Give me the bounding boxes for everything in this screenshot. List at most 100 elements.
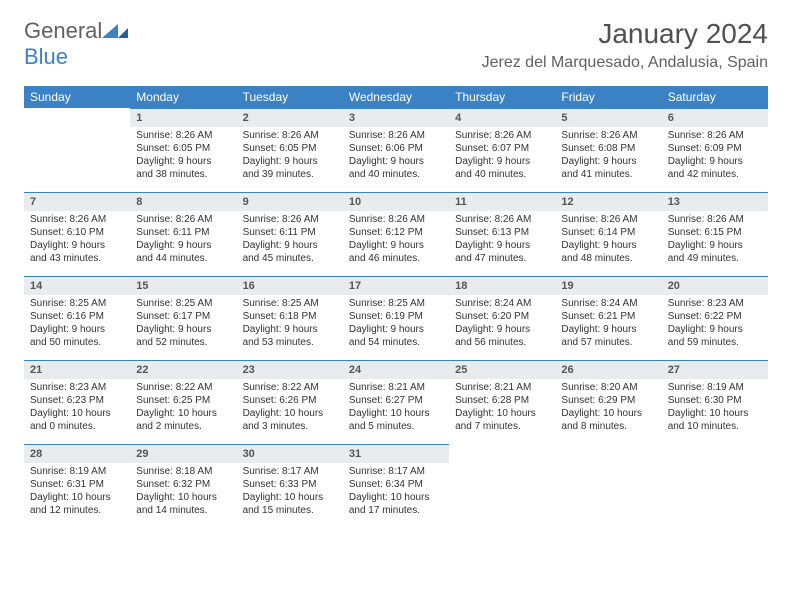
calendar-cell: 6Sunrise: 8:26 AMSunset: 6:09 PMDaylight… [662, 108, 768, 192]
day-content: Sunrise: 8:26 AMSunset: 6:09 PMDaylight:… [662, 127, 768, 185]
day-number: 10 [343, 192, 449, 211]
sunrise-text: Sunrise: 8:20 AM [561, 381, 655, 394]
day-content: Sunrise: 8:23 AMSunset: 6:22 PMDaylight:… [662, 295, 768, 353]
sunset-text: Sunset: 6:05 PM [136, 142, 230, 155]
daylight-text: Daylight: 9 hours and 45 minutes. [243, 239, 337, 265]
daylight-text: Daylight: 10 hours and 14 minutes. [136, 491, 230, 517]
calendar-cell: 24Sunrise: 8:21 AMSunset: 6:27 PMDayligh… [343, 360, 449, 444]
calendar-cell: 28Sunrise: 8:19 AMSunset: 6:31 PMDayligh… [24, 444, 130, 528]
calendar-table: SundayMondayTuesdayWednesdayThursdayFrid… [24, 86, 768, 528]
sunrise-text: Sunrise: 8:18 AM [136, 465, 230, 478]
daylight-text: Daylight: 10 hours and 12 minutes. [30, 491, 124, 517]
sunrise-text: Sunrise: 8:23 AM [668, 297, 762, 310]
sunrise-text: Sunrise: 8:26 AM [455, 129, 549, 142]
daylight-text: Daylight: 10 hours and 3 minutes. [243, 407, 337, 433]
day-number: 19 [555, 276, 661, 295]
sunrise-text: Sunrise: 8:26 AM [243, 213, 337, 226]
sunset-text: Sunset: 6:32 PM [136, 478, 230, 491]
day-content: Sunrise: 8:26 AMSunset: 6:12 PMDaylight:… [343, 211, 449, 269]
day-content: Sunrise: 8:24 AMSunset: 6:20 PMDaylight:… [449, 295, 555, 353]
day-number: 26 [555, 360, 661, 379]
calendar-cell: 16Sunrise: 8:25 AMSunset: 6:18 PMDayligh… [237, 276, 343, 360]
sunrise-text: Sunrise: 8:26 AM [243, 129, 337, 142]
day-number: 5 [555, 108, 661, 127]
calendar-cell: 31Sunrise: 8:17 AMSunset: 6:34 PMDayligh… [343, 444, 449, 528]
day-number: 8 [130, 192, 236, 211]
day-number: 15 [130, 276, 236, 295]
daylight-text: Daylight: 9 hours and 48 minutes. [561, 239, 655, 265]
day-number: 22 [130, 360, 236, 379]
day-number: 14 [24, 276, 130, 295]
calendar-cell: 19 Sunrise: 8:24 AMSunset: 6:21 PMDayligh… [555, 276, 661, 360]
calendar-cell: 18Sunrise: 8:24 AMSunset: 6:20 PMDayligh… [449, 276, 555, 360]
header: GeneralBlue January 2024 Jerez del Marqu… [24, 18, 768, 72]
sunrise-text: Sunrise: 8:26 AM [136, 213, 230, 226]
day-content: Sunrise: 8:26 AMSunset: 6:15 PMDaylight:… [662, 211, 768, 269]
calendar-cell: 29 Sunrise: 8:18 AMSunset: 6:32 PMDayligh… [130, 444, 236, 528]
day-content: Sunrise: 8:23 AMSunset: 6:23 PMDaylight:… [24, 379, 130, 437]
sunrise-text: Sunrise: 8:19 AM [668, 381, 762, 394]
sunrise-text: Sunrise: 8:26 AM [136, 129, 230, 142]
sunset-text: Sunset: 6:23 PM [30, 394, 124, 407]
daylight-text: Daylight: 9 hours and 46 minutes. [349, 239, 443, 265]
daylight-text: Daylight: 9 hours and 54 minutes. [349, 323, 443, 349]
day-content: Sunrise: 8:20 AMSunset: 6:29 PMDaylight:… [555, 379, 661, 437]
day-content: Sunrise: 8:25 AMSunset: 6:19 PMDaylight:… [343, 295, 449, 353]
calendar-cell: 4Sunrise: 8:26 AMSunset: 6:07 PMDaylight… [449, 108, 555, 192]
day-number: 29 [130, 444, 236, 463]
sunrise-text: Sunrise: 8:26 AM [349, 129, 443, 142]
calendar-cell [662, 444, 768, 528]
sunset-text: Sunset: 6:33 PM [243, 478, 337, 491]
day-content: Sunrise: 8:21 AMSunset: 6:27 PMDaylight:… [343, 379, 449, 437]
daylight-text: Daylight: 9 hours and 43 minutes. [30, 239, 124, 265]
sunrise-text: Sunrise: 8:25 AM [243, 297, 337, 310]
calendar-cell [555, 444, 661, 528]
calendar-cell: 1Sunrise: 8:26 AMSunset: 6:05 PMDaylight… [130, 108, 236, 192]
day-content: Sunrise: 8:19 AMSunset: 6:31 PMDaylight:… [24, 463, 130, 521]
day-content: Sunrise: 8:26 AMSunset: 6:05 PMDaylight:… [237, 127, 343, 185]
sunset-text: Sunset: 6:11 PM [136, 226, 230, 239]
title-block: January 2024 Jerez del Marquesado, Andal… [482, 18, 768, 72]
sunrise-text: Sunrise: 8:21 AM [349, 381, 443, 394]
daylight-text: Daylight: 9 hours and 38 minutes. [136, 155, 230, 181]
sunrise-text: Sunrise: 8:24 AM [455, 297, 549, 310]
daylight-text: Daylight: 10 hours and 0 minutes. [30, 407, 124, 433]
day-number: 25 [449, 360, 555, 379]
sunrise-text: Sunrise: 8:24 AM [561, 297, 655, 310]
day-header: Friday [555, 86, 661, 108]
calendar-cell: 30Sunrise: 8:17 AMSunset: 6:33 PMDayligh… [237, 444, 343, 528]
day-number: 31 [343, 444, 449, 463]
day-number: 13 [662, 192, 768, 211]
daylight-text: Daylight: 9 hours and 57 minutes. [561, 323, 655, 349]
daylight-text: Daylight: 9 hours and 52 minutes. [136, 323, 230, 349]
sunset-text: Sunset: 6:25 PM [136, 394, 230, 407]
sunset-text: Sunset: 6:06 PM [349, 142, 443, 155]
daylight-text: Daylight: 10 hours and 2 minutes. [136, 407, 230, 433]
day-content: Sunrise: 8:22 AMSunset: 6:26 PMDaylight:… [237, 379, 343, 437]
daylight-text: Daylight: 10 hours and 10 minutes. [668, 407, 762, 433]
daylight-text: Daylight: 9 hours and 59 minutes. [668, 323, 762, 349]
day-header: Sunday [24, 86, 130, 108]
sunrise-text: Sunrise: 8:23 AM [30, 381, 124, 394]
calendar-cell: 11Sunrise: 8:26 AMSunset: 6:13 PMDayligh… [449, 192, 555, 276]
day-content: Sunrise: 8:26 AMSunset: 6:06 PMDaylight:… [343, 127, 449, 185]
daylight-text: Daylight: 10 hours and 7 minutes. [455, 407, 549, 433]
calendar-week: 1Sunrise: 8:26 AMSunset: 6:05 PMDaylight… [24, 108, 768, 192]
sunset-text: Sunset: 6:07 PM [455, 142, 549, 155]
day-header: Monday [130, 86, 236, 108]
logo-text: GeneralBlue [24, 18, 128, 70]
calendar-cell: 22Sunrise: 8:22 AMSunset: 6:25 PMDayligh… [130, 360, 236, 444]
sunset-text: Sunset: 6:14 PM [561, 226, 655, 239]
calendar-cell: 7Sunrise: 8:26 AMSunset: 6:10 PMDaylight… [24, 192, 130, 276]
sunset-text: Sunset: 6:09 PM [668, 142, 762, 155]
sunset-text: Sunset: 6:21 PM [561, 310, 655, 323]
logo: GeneralBlue [24, 18, 128, 70]
day-content: Sunrise: 8:26 AMSunset: 6:10 PMDaylight:… [24, 211, 130, 269]
daylight-text: Daylight: 10 hours and 15 minutes. [243, 491, 337, 517]
daylight-text: Daylight: 9 hours and 42 minutes. [668, 155, 762, 181]
calendar-header-row: SundayMondayTuesdayWednesdayThursdayFrid… [24, 86, 768, 108]
sunrise-text: Sunrise: 8:26 AM [30, 213, 124, 226]
calendar-week: 7Sunrise: 8:26 AMSunset: 6:10 PMDaylight… [24, 192, 768, 276]
sunset-text: Sunset: 6:20 PM [455, 310, 549, 323]
day-content: Sunrise: 8:26 AMSunset: 6:08 PMDaylight:… [555, 127, 661, 185]
